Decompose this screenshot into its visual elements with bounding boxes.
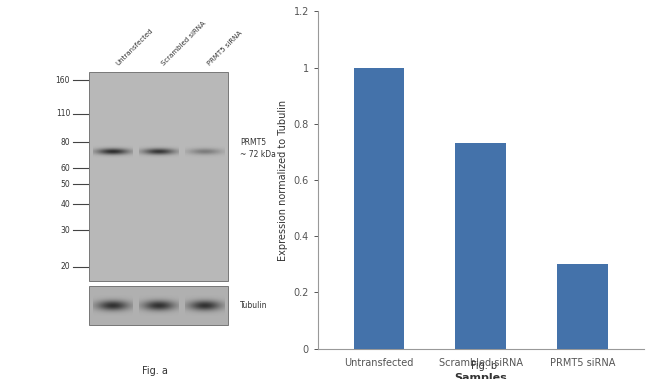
Text: 20: 20 <box>60 262 70 271</box>
Text: 30: 30 <box>60 226 70 235</box>
Text: 60: 60 <box>60 164 70 172</box>
Text: PRMT5
~ 72 kDa: PRMT5 ~ 72 kDa <box>240 138 276 159</box>
Text: 40: 40 <box>60 200 70 209</box>
Text: 110: 110 <box>56 109 70 118</box>
Bar <box>455 144 506 349</box>
Text: PRMT5 siRNA: PRMT5 siRNA <box>207 30 243 67</box>
Bar <box>354 67 404 349</box>
Bar <box>89 72 228 281</box>
Bar <box>89 286 228 325</box>
X-axis label: Samples: Samples <box>454 373 507 379</box>
Text: 160: 160 <box>56 76 70 85</box>
Text: Fig. b: Fig. b <box>471 362 497 371</box>
Bar <box>557 265 608 349</box>
Y-axis label: Expression normalized to Tubulin: Expression normalized to Tubulin <box>278 99 288 261</box>
Text: Scrambled siRNA: Scrambled siRNA <box>161 20 207 67</box>
Text: Fig. a: Fig. a <box>142 365 168 376</box>
Text: Untransfected: Untransfected <box>114 28 154 67</box>
Text: Tubulin: Tubulin <box>240 301 268 310</box>
Text: 50: 50 <box>60 180 70 189</box>
Text: 80: 80 <box>60 138 70 147</box>
